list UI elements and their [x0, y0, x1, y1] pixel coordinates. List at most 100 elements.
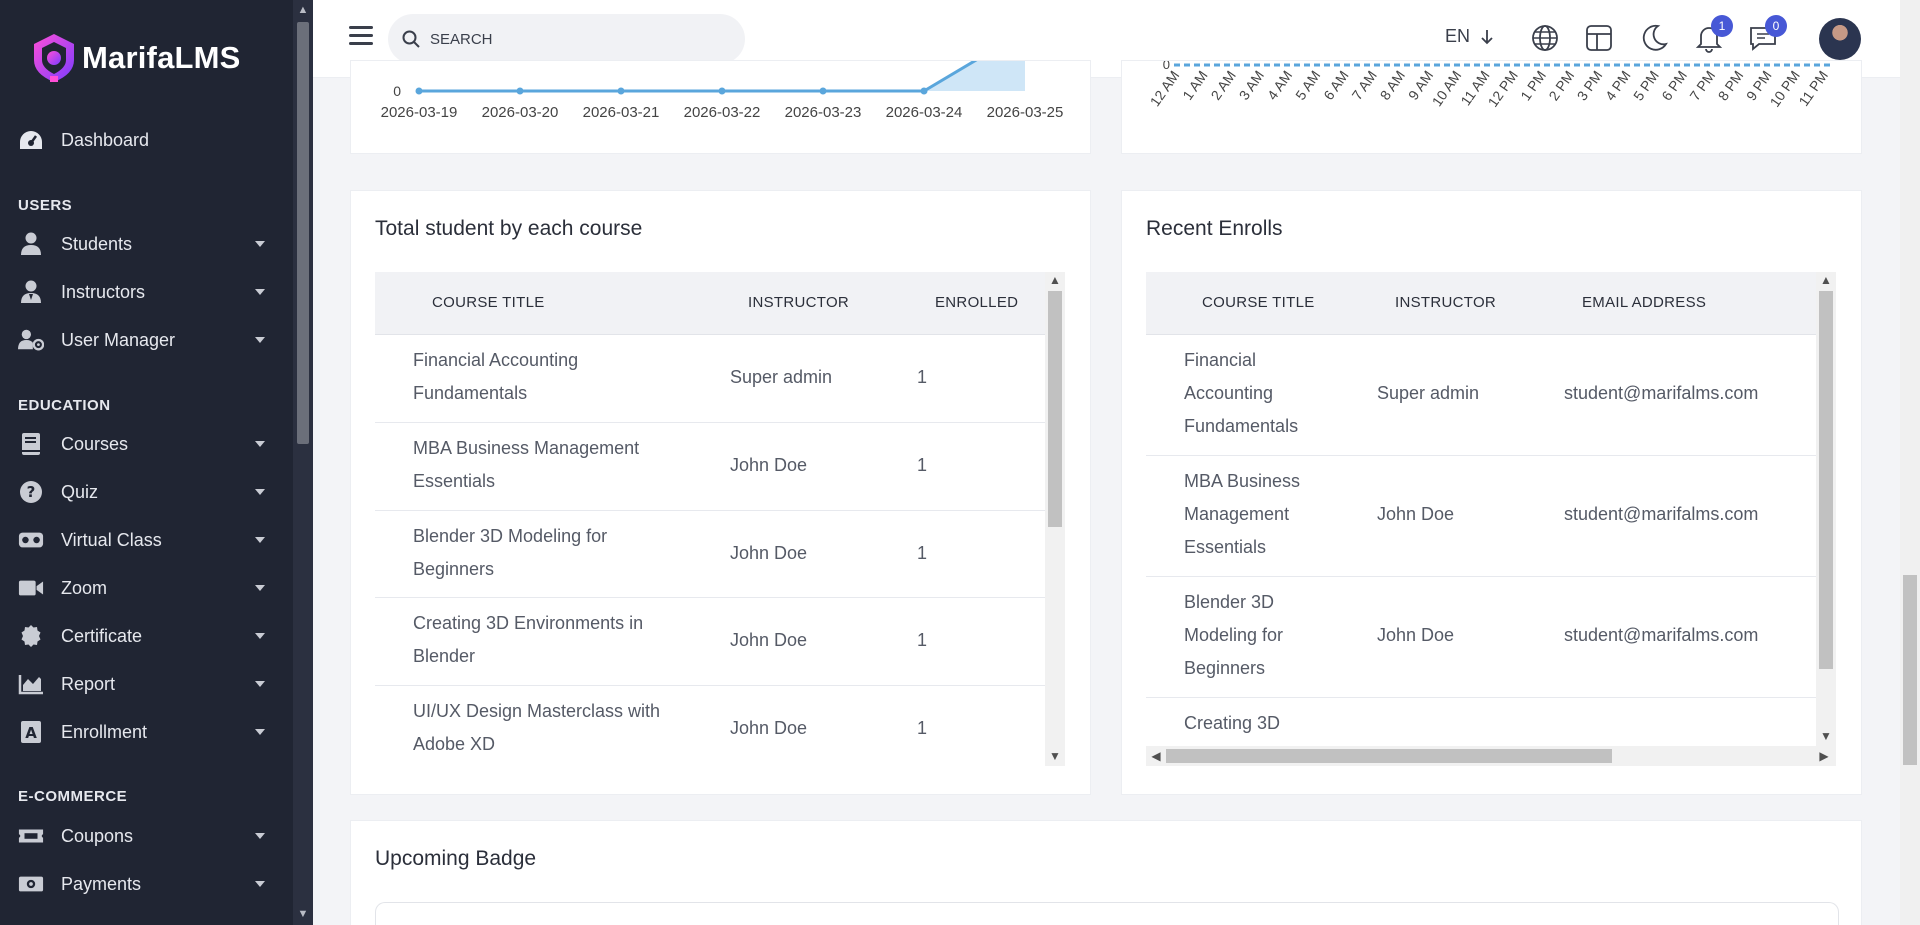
search-box[interactable]: [388, 14, 745, 64]
brand-name: MarifaLMS: [82, 40, 241, 75]
scroll-down-arrow-icon[interactable]: ▼: [1820, 729, 1832, 743]
user-avatar[interactable]: [1819, 18, 1861, 60]
notification-bell-icon[interactable]: 1: [1693, 15, 1733, 54]
sidebar-item-label: Zoom: [61, 577, 108, 598]
layout-icon[interactable]: [1583, 22, 1615, 54]
scroll-up-arrow-icon[interactable]: ▲: [1820, 273, 1832, 287]
table-row[interactable]: MBA Business Management Essentials John …: [1146, 456, 1816, 577]
sidebar-item-label: Coupons: [61, 825, 134, 846]
table-vertical-scrollbar[interactable]: ▲ ▼: [1045, 272, 1065, 766]
recent-enrolls-card: Recent Enrolls COURSE TITLE INSTRUCTOR E…: [1121, 190, 1862, 795]
vr-headset-icon: [18, 528, 44, 552]
instructor-icon: [18, 280, 44, 304]
course-title-cont: Fundamentals: [1184, 416, 1299, 436]
course-title: Financial Accounting: [413, 350, 579, 370]
sidebar-item-label: Report: [61, 673, 116, 694]
scroll-thumb[interactable]: [1048, 291, 1062, 527]
sidebar-item-label: Certificate: [61, 625, 143, 646]
table-row[interactable]: Blender 3D Modeling for Beginners John D…: [1146, 577, 1816, 698]
data-point[interactable]: [415, 87, 423, 95]
scroll-thumb[interactable]: [1166, 749, 1612, 763]
enrolled-count: 1: [917, 630, 928, 650]
table-header: COURSE TITLE INSTRUCTOR EMAIL ADDRESS: [1146, 272, 1816, 335]
dark-mode-moon-icon[interactable]: [1638, 22, 1670, 54]
x-tick-label: 12 PM: [1485, 68, 1521, 110]
sidebar-item-label: Students: [61, 233, 133, 254]
instructor-name: Super admin: [730, 367, 833, 387]
user-gear-icon: [18, 328, 44, 352]
data-point[interactable]: [819, 87, 827, 95]
sidebar-item-enrollment[interactable]: A Enrollment: [0, 712, 293, 752]
course-title-cont: Accounting: [1184, 383, 1274, 403]
scroll-down-arrow-icon[interactable]: ▼: [297, 908, 309, 920]
table-row[interactable]: UI/UX Design Masterclass with Adobe XD J…: [375, 686, 1045, 766]
sidebar-item-user-manager[interactable]: User Manager: [0, 320, 293, 360]
sidebar-item-label: Enrollment: [61, 721, 148, 742]
course-title: MBA Business: [1184, 471, 1301, 491]
hourly-chart-card: 0 12 AM 1 AM 2 AM 3 AM 4 AM 5 AM 6 AM 7 AM 8 AM 9 …: [1121, 60, 1862, 154]
section-education: EDUCATION: [18, 397, 111, 414]
course-title: UI/UX Design Masterclass with: [413, 701, 661, 721]
sidebar-scroll-thumb[interactable]: [297, 22, 309, 444]
chevron-down-icon: [255, 289, 265, 295]
messages-badge: 0: [1765, 15, 1787, 37]
data-point[interactable]: [617, 87, 625, 95]
sidebar-item-report[interactable]: Report: [0, 664, 293, 704]
search-input[interactable]: [430, 30, 710, 48]
sidebar-scrollbar[interactable]: ▲ ▼: [293, 0, 313, 925]
table-row[interactable]: Creating 3D Environments in Blender John…: [375, 598, 1045, 686]
enrolled-count: 1: [917, 455, 928, 475]
scroll-thumb[interactable]: [1819, 291, 1833, 669]
language-selector[interactable]: EN: [1445, 26, 1496, 47]
table-row[interactable]: Financial Accounting Fundamentals Super …: [375, 335, 1045, 423]
sidebar-item-certificate[interactable]: Certificate: [0, 616, 293, 656]
globe-icon[interactable]: [1529, 22, 1561, 54]
table-row[interactable]: Creating 3D: [1146, 698, 1816, 746]
scroll-right-arrow-icon[interactable]: ▶: [1819, 749, 1829, 763]
brand-logo[interactable]: MarifaLMS: [28, 30, 241, 86]
data-point[interactable]: [516, 87, 524, 95]
dashboard-icon: [18, 128, 44, 152]
sidebar-item-payments[interactable]: Payments: [0, 864, 293, 904]
column-header-email: EMAIL ADDRESS: [1582, 294, 1707, 311]
table-row[interactable]: MBA Business Management Essentials John …: [375, 423, 1045, 511]
x-tick-label: 11 PM: [1795, 68, 1831, 109]
sidebar-item-dashboard[interactable]: Dashboard: [0, 120, 293, 160]
daily-enrollment-chart: 0 2026-03-19 2026-03-20 2026-03-21 2026-03-2…: [381, 29, 1063, 121]
sidebar-item-students[interactable]: Students: [0, 224, 293, 264]
table-row[interactable]: Blender 3D Modeling for Beginners John D…: [375, 511, 1045, 598]
scroll-down-arrow-icon[interactable]: ▼: [1049, 749, 1061, 763]
scroll-up-arrow-icon[interactable]: ▲: [1049, 273, 1061, 287]
course-title-cont: Beginners: [413, 559, 495, 579]
sidebar: MarifaLMS Dashboard USERS Students Instr…: [0, 0, 293, 925]
chevron-down-icon: [255, 729, 265, 735]
x-tick-label: 2026-03-19: [381, 104, 458, 121]
hamburger-menu-icon[interactable]: [349, 26, 373, 48]
course-title: Creating 3D: [1184, 713, 1281, 733]
sidebar-item-courses[interactable]: Courses: [0, 424, 293, 464]
table-row[interactable]: Financial Accounting Fundamentals Super …: [1146, 335, 1816, 456]
table-vertical-scrollbar[interactable]: ▲ ▼: [1816, 272, 1836, 746]
user-icon: [18, 232, 44, 256]
page-scroll-thumb[interactable]: [1903, 575, 1917, 765]
table-horizontal-scrollbar[interactable]: ◀ ▶: [1146, 746, 1836, 766]
x-tick-label: 3 PM: [1574, 68, 1606, 104]
sidebar-item-coupons[interactable]: Coupons: [0, 816, 293, 856]
data-point[interactable]: [718, 87, 726, 95]
sidebar-item-virtual-class[interactable]: Virtual Class: [0, 520, 293, 560]
messages-icon[interactable]: 0: [1747, 15, 1787, 54]
page-scrollbar[interactable]: [1900, 0, 1920, 925]
sidebar-item-quiz[interactable]: ? Quiz: [0, 472, 293, 512]
data-point[interactable]: [920, 87, 928, 95]
scroll-left-arrow-icon[interactable]: ◀: [1151, 749, 1161, 763]
course-title-cont: Blender: [413, 646, 476, 666]
sidebar-item-instructors[interactable]: Instructors: [0, 272, 293, 312]
scroll-up-arrow-icon[interactable]: ▲: [297, 4, 309, 16]
x-tick-label: 5 AM: [1292, 68, 1323, 103]
x-tick-label: 5 PM: [1630, 68, 1662, 104]
x-tick-label: 12 AM: [1147, 68, 1183, 110]
instructor-name: John Doe: [1377, 504, 1455, 524]
x-tick-label: 7 PM: [1686, 68, 1718, 104]
sidebar-item-zoom[interactable]: Zoom: [0, 568, 293, 608]
course-title-cont: Adobe XD: [413, 734, 496, 754]
